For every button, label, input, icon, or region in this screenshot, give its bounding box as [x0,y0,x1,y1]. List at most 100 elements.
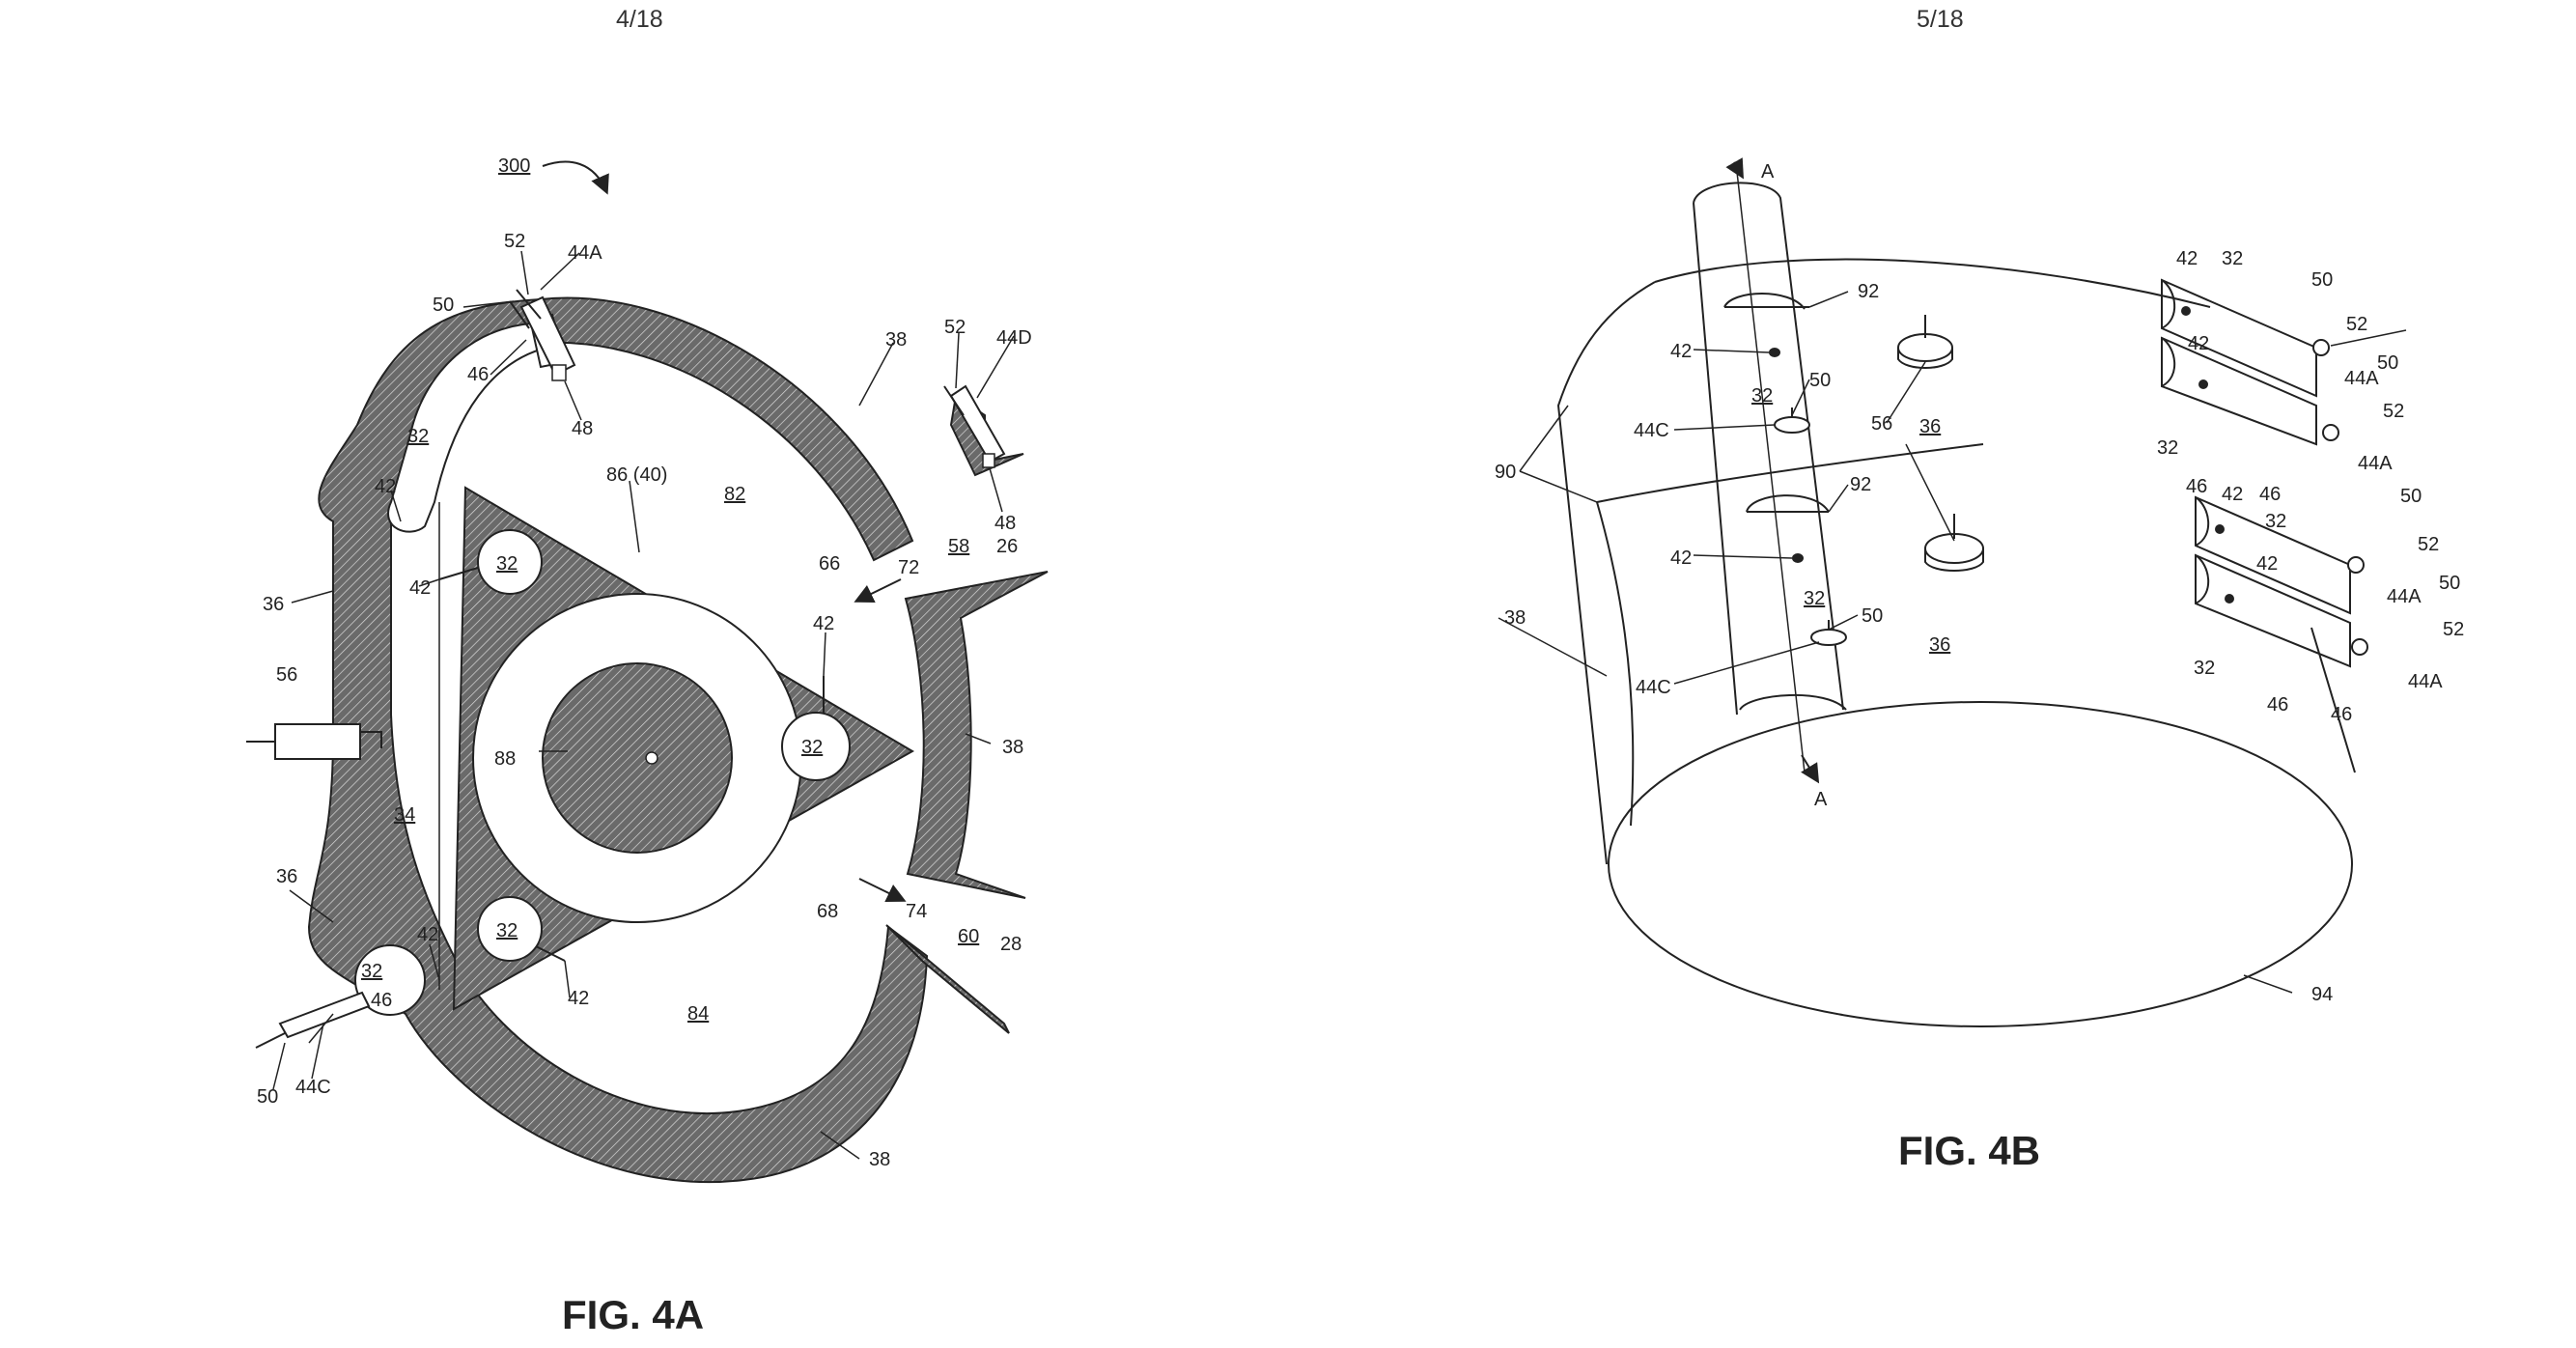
fig-4b-labels: A A 92 42 32 50 44C 56 36 90 92 42 32 50… [1495,161,2464,1005]
label-50-r2: 50 [2377,352,2398,374]
label-26: 26 [996,536,1018,557]
cylinder-right-edge [2311,628,2355,772]
label-32-r4: 32 [2194,658,2215,679]
label-38-top: 38 [885,329,907,351]
arrow-68 [859,879,903,900]
label-84: 84 [687,1003,709,1025]
label-42-tip: 42 [813,613,834,634]
label-50-lower: 50 [257,1086,278,1108]
label-50-r1: 50 [2311,269,2333,291]
cylinder-outer-left [1558,282,1655,864]
label-34: 34 [394,804,415,826]
label-42-tube-top: 42 [1670,341,1692,362]
label-44c-low: 44C [1636,677,1671,698]
label-50-r4: 50 [2439,573,2460,594]
label-32-rotor-right: 32 [801,737,823,758]
label-52-r3: 52 [2418,534,2439,555]
label-36-top: 36 [1919,416,1941,437]
label-32-tube-low: 32 [1804,588,1825,609]
label-38-bottom: 38 [869,1149,890,1170]
label-42-tube-low: 42 [1670,548,1692,569]
label-58: 58 [948,536,969,557]
label-a-top: A [1761,161,1775,183]
label-38: 38 [1504,607,1526,629]
fig-4a-drawing: 300 52 44A 50 46 48 38 52 44D 48 26 58 3… [0,0,1288,1348]
label-44a-r1: 44A [2344,368,2379,389]
label-50-top: 50 [433,295,454,316]
label-36-low: 36 [1929,634,1950,656]
label-66: 66 [819,553,840,575]
label-38-right: 38 [1002,737,1023,758]
label-44d: 44D [996,327,1032,349]
label-42-r3: 42 [2222,484,2243,505]
label-42-r4: 42 [2256,553,2278,575]
label-300: 300 [498,155,530,177]
label-42-left: 42 [409,577,431,599]
label-60: 60 [958,926,979,947]
label-52-r1: 52 [2346,314,2367,335]
label-32-tube-top: 32 [1751,385,1773,407]
label-52-right: 52 [944,317,966,338]
label-42-r1: 42 [2176,248,2198,269]
label-44a-r2: 44A [2358,453,2393,474]
label-32-lower: 32 [361,961,382,982]
arrow-300 [543,162,606,191]
fig-4a-caption: FIG. 4A [562,1292,704,1338]
label-42-lowleft: 42 [417,924,438,945]
shaft-center [646,752,658,764]
label-44a-r4: 44A [2408,671,2443,692]
sensor-56 [246,724,381,759]
label-46-r3: 46 [2267,694,2288,716]
label-32-r1: 32 [2222,248,2243,269]
label-50-r3: 50 [2400,486,2422,507]
tube-injector-top [1775,417,1809,433]
fig-4b-leaders [1498,292,2406,993]
label-46-lower: 46 [371,990,392,1011]
tube-channel-low [1792,553,1804,563]
arrow-66 [857,579,901,601]
label-32-rotor-top: 32 [496,553,518,575]
label-46-r4: 46 [2331,704,2352,725]
cylinder-bottom-face [1609,702,2352,1026]
label-32-r2: 32 [2157,437,2178,459]
label-36-upper: 36 [263,594,284,615]
label-90: 90 [1495,462,1516,483]
sheet-fig-4a: 4/18 [0,0,1288,1348]
label-36-lower: 36 [276,866,297,887]
label-56: 56 [276,664,297,686]
label-42-r2: 42 [2188,333,2209,354]
label-88: 88 [494,748,516,770]
label-68: 68 [817,901,838,922]
label-46-r2: 46 [2259,484,2281,505]
label-a-bottom: A [1814,789,1828,810]
label-32-upper: 32 [407,426,429,447]
label-92-top: 92 [1858,281,1879,302]
label-52-r4: 52 [2443,619,2464,640]
label-42-upleft: 42 [375,476,396,497]
plugs-56 [1898,315,1983,571]
fig-4b-caption: FIG. 4B [1898,1128,2040,1174]
cylinder-inner-left [1597,502,1633,826]
sheet-fig-4b: 5/18 [1288,0,2576,1348]
label-92-mid: 92 [1850,474,1871,495]
eccentric-shaft [543,663,732,853]
label-28: 28 [1000,934,1022,955]
tube-channel-top [1769,348,1780,357]
cylinder-mid-edge [1597,444,1983,502]
cylinder-top-edge [1655,260,2210,307]
label-44c: 44C [295,1077,331,1098]
label-52-r2: 52 [2383,401,2404,422]
label-44c-top: 44C [1634,420,1669,441]
label-50-tube-top: 50 [1809,370,1831,391]
label-46-top: 46 [467,364,489,385]
label-32-rotor-bottom: 32 [496,920,518,941]
axis-tube [1694,162,1846,780]
label-44a-r3: 44A [2387,586,2422,607]
label-42-bottom: 42 [568,988,589,1009]
label-72: 72 [898,557,919,578]
label-82: 82 [724,484,745,505]
housing-cylinder [1558,260,2355,1026]
label-48-right: 48 [994,513,1016,534]
label-56: 56 [1871,413,1892,435]
label-44a: 44A [568,242,602,264]
